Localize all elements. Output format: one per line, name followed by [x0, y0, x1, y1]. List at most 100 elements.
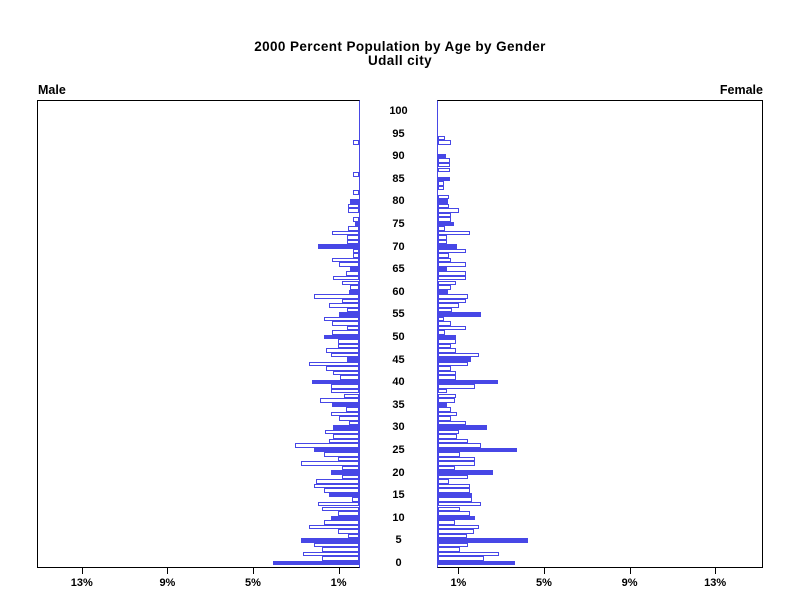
male-age-bar [337, 511, 359, 516]
female-age-bar [438, 434, 458, 439]
female-age-bar [438, 275, 466, 281]
male-age-bar [332, 321, 359, 326]
male-age-bar [346, 271, 359, 276]
male-age-bar [311, 379, 359, 385]
male-pct-tick [81, 568, 83, 574]
male-age-bar [318, 244, 359, 249]
age-tick-label: 55 [392, 308, 405, 321]
female-age-bar [438, 416, 451, 421]
male-age-bar [329, 492, 359, 498]
male-pct-tick-label: 9% [159, 577, 176, 589]
male-age-bar [347, 357, 359, 362]
female-pct-tick-label: 1% [450, 577, 467, 589]
female-age-bar [438, 235, 447, 240]
male-age-bar [301, 461, 359, 466]
male-age-bar [352, 140, 359, 145]
male-age-bar [333, 434, 359, 439]
male-age-bar [321, 556, 359, 561]
age-tick-label: 10 [392, 511, 405, 524]
male-age-bar [308, 524, 359, 530]
age-tick-label: 65 [392, 263, 405, 276]
male-age-bar [349, 420, 359, 426]
female-age-bar [438, 384, 476, 389]
male-age-bar [350, 285, 359, 290]
male-pct-tick-label: 13% [70, 577, 93, 589]
female-pct-tick [458, 568, 460, 574]
age-tick-label: 35 [392, 398, 405, 411]
female-age-bar [438, 348, 457, 353]
male-age-bar [331, 388, 359, 394]
female-age-bar [438, 226, 446, 231]
male-age-bar [337, 343, 359, 349]
female-age-bar [438, 203, 449, 209]
female-age-bar [438, 461, 476, 466]
male-pct-tick [338, 568, 340, 574]
female-pct-tick-label: 5% [536, 577, 552, 589]
male-age-bar [314, 447, 359, 453]
male-age-bar [314, 483, 359, 489]
male-age-bar [329, 438, 359, 444]
female-age-bar [438, 167, 450, 173]
age-tick-label: 90 [392, 150, 405, 163]
female-age-bar [438, 456, 476, 462]
female-age-bar [438, 239, 447, 245]
male-age-bar [294, 443, 359, 448]
age-tick-label: 45 [392, 353, 405, 366]
male-age-bar [332, 257, 359, 263]
male-axis-label: Male [38, 83, 66, 97]
female-age-bar [438, 538, 528, 543]
female-age-bar [438, 289, 448, 295]
male-age-bar [350, 266, 359, 272]
female-age-bar [438, 285, 451, 290]
female-age-bar [438, 244, 458, 249]
female-age-bar [438, 253, 449, 258]
female-age-bar [438, 212, 451, 218]
female-age-bar [438, 501, 481, 507]
female-age-bar [438, 294, 468, 299]
female-age-bar [438, 334, 457, 340]
female-pct-tick-label: 9% [621, 577, 638, 589]
female-age-bar [438, 361, 468, 367]
male-age-bar [331, 384, 359, 389]
age-tick-label: 70 [392, 240, 405, 253]
female-age-bar [438, 398, 456, 403]
female-age-bar [438, 194, 449, 200]
male-age-bar [338, 312, 359, 317]
age-tick-label: 95 [392, 127, 405, 140]
female-axis-label: Female [719, 83, 763, 97]
title-line-1: 2000 Percent Population by Age by Gender [254, 39, 546, 54]
female-age-bar [438, 140, 451, 145]
male-age-bar [331, 411, 359, 417]
male-age-bar [301, 538, 359, 543]
male-age-bar [352, 253, 359, 258]
male-age-bar [339, 375, 359, 380]
female-age-bar [438, 379, 498, 385]
female-age-bar [438, 497, 473, 502]
female-age-bar [438, 325, 466, 331]
male-age-bar [314, 294, 359, 299]
male-age-bar [352, 172, 359, 177]
female-age-bar [438, 271, 466, 276]
female-age-bar [438, 303, 460, 308]
male-age-bar [341, 298, 359, 304]
female-age-bar [438, 438, 468, 444]
title-line-2: Udall city [367, 53, 433, 68]
female-age-bar [438, 556, 484, 561]
male-age-bar [323, 316, 359, 322]
female-age-bar [438, 483, 471, 489]
female-age-bar [438, 158, 450, 163]
female-age-bar [438, 375, 457, 380]
male-age-bar [337, 529, 359, 534]
female-age-bar [438, 560, 516, 566]
female-age-bar [438, 185, 445, 191]
male-age-bar [308, 361, 359, 367]
male-age-bar [347, 307, 359, 313]
male-pct-tick-label: 5% [245, 577, 261, 589]
female-age-bar [438, 230, 471, 236]
female-age-bar [438, 443, 481, 448]
male-age-bar [349, 289, 359, 295]
male-age-bar [341, 280, 359, 286]
male-age-bar [354, 221, 359, 227]
male-age-bar [337, 339, 359, 344]
